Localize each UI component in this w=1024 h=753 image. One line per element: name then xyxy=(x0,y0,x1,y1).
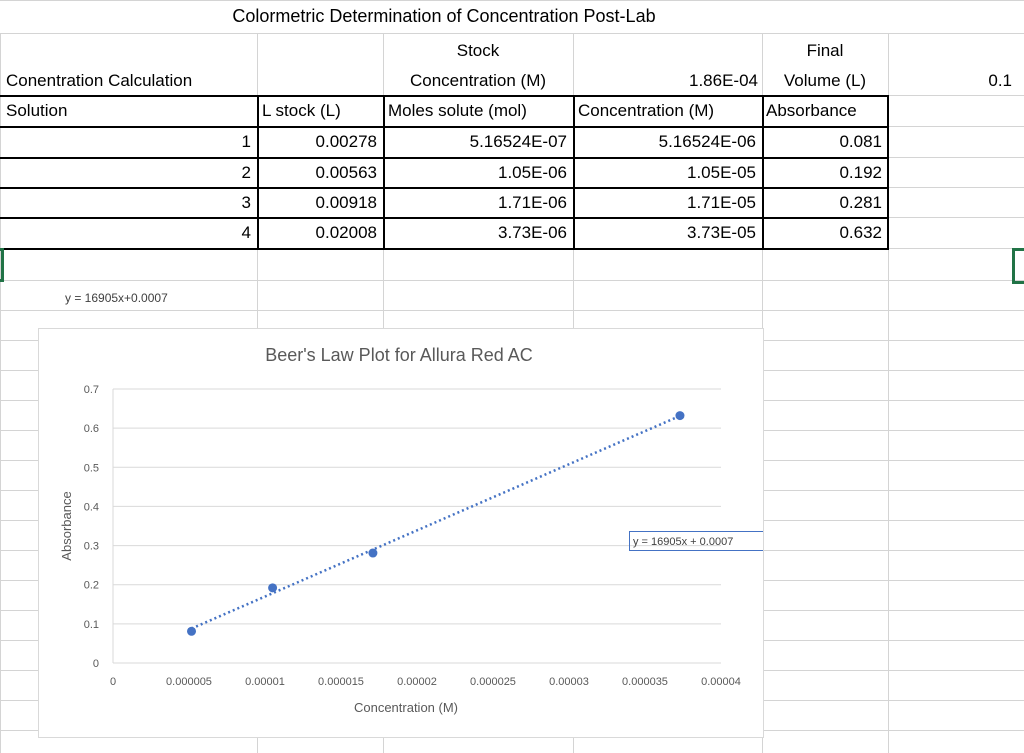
x-tick-label: 0.00003 xyxy=(549,676,589,688)
equation-cell[interactable]: y = 16905x+0.0007 xyxy=(65,291,168,305)
table-border xyxy=(887,95,889,250)
y-tick-label: 0.5 xyxy=(84,462,99,474)
table-border xyxy=(257,95,259,250)
table-cell[interactable]: 2 xyxy=(241,163,251,182)
stock-label-line1[interactable]: Stock xyxy=(456,41,500,60)
table-border xyxy=(0,248,888,250)
table-border xyxy=(573,95,575,250)
data-point xyxy=(675,411,685,421)
y-tick-label: 0.6 xyxy=(84,423,99,435)
table-cell[interactable]: 3.73E-06 xyxy=(498,223,567,242)
x-tick-label: 0.000025 xyxy=(470,676,516,688)
x-tick-label: 0.00001 xyxy=(245,676,285,688)
gridline-col xyxy=(0,33,1,753)
table-cell[interactable]: 0.281 xyxy=(839,193,882,212)
table-cell[interactable]: 1 xyxy=(241,132,251,151)
table-cell[interactable]: 0.632 xyxy=(839,223,882,242)
y-tick-label: 0.4 xyxy=(84,501,99,513)
table-cell[interactable]: 0.192 xyxy=(839,163,882,182)
table-border xyxy=(0,126,888,128)
y-tick-label: 0.7 xyxy=(84,384,99,396)
column-header[interactable]: L stock (L) xyxy=(262,101,341,120)
x-tick-label: 0.000005 xyxy=(166,676,212,688)
y-tick-label: 0.1 xyxy=(84,619,99,631)
final-label-line2[interactable]: Volume (L) xyxy=(783,71,867,90)
data-point xyxy=(187,626,197,636)
y-axis-label: Absorbance xyxy=(59,491,74,560)
chart-area[interactable]: Beer's Law Plot for Allura Red AC Concen… xyxy=(38,328,764,738)
table-cell[interactable]: 5.16524E-06 xyxy=(658,132,756,151)
table-cell[interactable]: 1.71E-05 xyxy=(687,193,756,212)
selected-cell-left-edge[interactable] xyxy=(0,248,4,282)
data-point xyxy=(268,583,278,593)
table-cell[interactable]: 0.00563 xyxy=(315,163,377,182)
table-border xyxy=(0,157,888,159)
table-cell[interactable]: 4 xyxy=(241,223,251,242)
x-axis-label: Concentration (M) xyxy=(354,700,458,715)
table-cell[interactable]: 1.05E-06 xyxy=(498,163,567,182)
gridline-row xyxy=(0,33,1024,34)
x-tick-label: 0.00004 xyxy=(701,676,741,688)
x-tick-label: 0.000015 xyxy=(318,676,364,688)
gridline-row xyxy=(0,310,1024,311)
column-header[interactable]: Solution xyxy=(6,101,68,120)
final-label-line1[interactable]: Final xyxy=(806,41,844,60)
selected-cell-right-edge[interactable] xyxy=(1012,248,1024,284)
column-header[interactable]: Absorbance xyxy=(766,101,857,120)
y-tick-label: 0.2 xyxy=(84,580,99,592)
table-border xyxy=(0,95,888,97)
gridline-col xyxy=(888,33,889,753)
gridline-row xyxy=(0,280,1024,281)
gridline-row xyxy=(0,0,1024,1)
table-border xyxy=(0,187,888,189)
chart-svg: Beer's Law Plot for Allura Red AC Concen… xyxy=(59,345,741,715)
table-cell[interactable]: 1.05E-05 xyxy=(687,163,756,182)
table-cell[interactable]: 3.73E-05 xyxy=(687,223,756,242)
x-tick-label: 0.00002 xyxy=(397,676,437,688)
y-tick-label: 0.3 xyxy=(84,541,99,553)
column-header[interactable]: Concentration (M) xyxy=(578,101,715,120)
table-border xyxy=(762,95,764,250)
table-cell[interactable]: 5.16524E-07 xyxy=(469,132,567,151)
data-point xyxy=(368,548,378,558)
table-border xyxy=(0,217,888,219)
calc-label[interactable]: Conentration Calculation xyxy=(6,71,193,90)
column-header[interactable]: Moles solute (mol) xyxy=(388,101,527,120)
sheet-title[interactable]: Colormetric Determination of Concentrati… xyxy=(232,6,656,26)
chart-title: Beer's Law Plot for Allura Red AC xyxy=(265,345,533,365)
stock-label-line2[interactable]: Concentration (M) xyxy=(409,71,547,90)
trendline xyxy=(191,414,681,630)
final-volume-value[interactable]: 0.1 xyxy=(988,71,1012,90)
table-cell[interactable]: 0.02008 xyxy=(315,223,377,242)
trendline-label[interactable]: y = 16905x + 0.0007 xyxy=(629,531,763,551)
table-cell[interactable]: 1.71E-06 xyxy=(498,193,567,212)
x-tick-label: 0 xyxy=(110,676,116,688)
table-cell[interactable]: 3 xyxy=(241,193,251,212)
table-cell[interactable]: 0.081 xyxy=(839,132,882,151)
x-tick-label: 0.000035 xyxy=(622,676,668,688)
table-cell[interactable]: 0.00278 xyxy=(315,132,377,151)
y-tick-label: 0 xyxy=(93,658,99,670)
table-border xyxy=(383,95,385,250)
table-cell[interactable]: 0.00918 xyxy=(315,193,377,212)
stock-concentration-value[interactable]: 1.86E-04 xyxy=(689,71,758,90)
